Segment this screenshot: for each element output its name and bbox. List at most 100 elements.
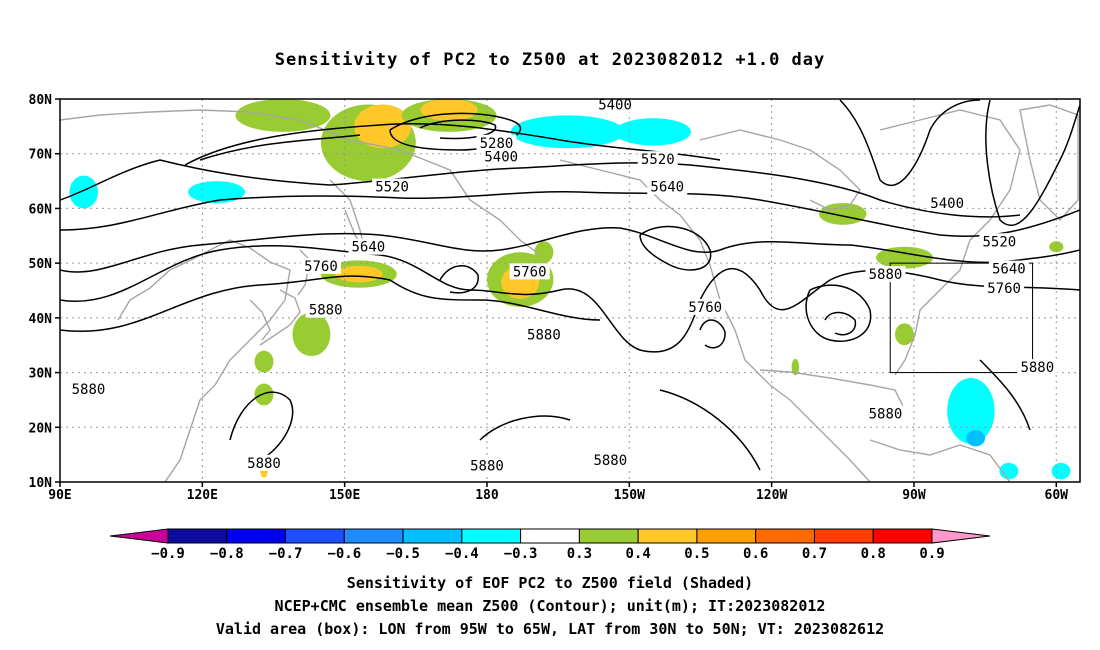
contour-label-bg (481, 148, 522, 165)
lat-tick-label: 20N (29, 421, 53, 436)
shading-patch (69, 175, 98, 209)
colorbar-over-triangle (931, 528, 991, 544)
contour-label: 5400 (598, 97, 632, 113)
lon-tick-label: 150E (329, 488, 360, 503)
colorbar-label: 0.6 (743, 546, 768, 562)
contour-label: 5640 (650, 180, 684, 196)
colorbar-label: −0.9 (151, 546, 185, 562)
contour-label-bg (590, 452, 631, 469)
shading-patch (791, 358, 800, 376)
contour-label-bg (927, 194, 968, 211)
colorbar-label: −0.3 (504, 546, 538, 562)
colorbar-label: −0.5 (386, 546, 420, 562)
contour-label: 5880 (309, 303, 343, 319)
contour-label-bg (523, 326, 564, 343)
contour-label-bg (372, 178, 413, 195)
longitude-tick-labels: 90E 120E 150E 180 150W 120W 90W 60W (48, 482, 1068, 503)
colorbar-label: 0.8 (861, 546, 886, 562)
contour-label: 5520 (375, 180, 409, 196)
shading-patch (188, 181, 246, 203)
colorbar: −0.9 −0.8 −0.7 −0.6 −0.5 −0.4 −0.3 0.3 0.4 0.5 0.6… (109, 528, 991, 562)
colorbar-label: 0.3 (567, 546, 592, 562)
contour-label: 5640 (352, 240, 386, 256)
contour-label-bg (305, 301, 346, 318)
shading-patch (335, 265, 383, 283)
lon-tick-label: 120W (756, 488, 787, 503)
z500-contours (60, 99, 1080, 471)
contour-label-bg (466, 457, 507, 474)
contour-label: 5400 (930, 196, 964, 212)
colorbar-label: 0.5 (684, 546, 709, 562)
contour-label: 5520 (641, 152, 675, 168)
colorbar-label: 0.9 (919, 546, 944, 562)
contour-label-bg (685, 298, 726, 315)
contour-label: 5400 (484, 149, 518, 165)
colorbar-label: −0.6 (327, 546, 361, 562)
contour-label: 5520 (982, 234, 1016, 250)
contour-label-bg (988, 260, 1029, 277)
contour-label-bg (244, 454, 284, 471)
lat-lon-grid (60, 99, 1080, 482)
latitude-tick-labels: 80N 70N 60N 50N 40N 30N 20N 10N (29, 93, 60, 491)
lon-tick-label: 180 (475, 488, 499, 503)
contour-label-bg (476, 134, 517, 151)
colorbar-segment (167, 528, 228, 544)
contour-label-bg (979, 233, 1020, 250)
caption-line-1: Sensitivity of EOF PC2 to Z500 field (Sh… (346, 574, 754, 592)
contour-label: 5880 (1020, 360, 1054, 376)
shading-patch (354, 104, 412, 149)
colorbar-label: −0.4 (445, 546, 479, 562)
plot-frame (59, 98, 1081, 483)
colorbar-label: −0.8 (210, 546, 244, 562)
colorbar-segment (813, 528, 874, 544)
colorbar-segment (226, 528, 287, 544)
colorbar-segment (461, 528, 522, 544)
shading-patch (1051, 462, 1071, 480)
contour-label: 5880 (470, 459, 504, 475)
lat-tick-label: 70N (29, 148, 53, 163)
contour-label-bg (865, 266, 906, 283)
contour-label-bg (595, 99, 636, 113)
contour-label: 5760 (304, 259, 338, 275)
caption-line-3: Valid area (box): LON from 95W to 65W, L… (215, 620, 885, 638)
shading-patch (534, 241, 554, 264)
contour-label: 5760 (513, 264, 547, 280)
shading-patch (1049, 241, 1064, 253)
contour-label: 5880 (72, 382, 106, 398)
colorbar-segment (872, 528, 933, 544)
contour-label-bg (865, 405, 906, 422)
contour-label-bg (68, 380, 109, 397)
colorbar-segment (578, 528, 639, 544)
shading-patch (235, 99, 331, 132)
shading-patch (510, 115, 625, 149)
colorbar-label: 0.7 (802, 546, 827, 562)
colorbar-under-triangle (109, 528, 169, 544)
colorbar-segment (343, 528, 404, 544)
contour-label: 5880 (869, 267, 903, 283)
colorbar-label: −0.7 (269, 546, 303, 562)
contour-label-bg (348, 238, 389, 255)
lat-tick-label: 40N (29, 312, 53, 327)
contour-label: 5760 (688, 300, 722, 316)
lat-tick-label: 80N (29, 93, 53, 108)
contour-label-bg (1017, 359, 1058, 376)
contour-label: 5880 (247, 456, 281, 472)
shading-patch (894, 323, 914, 346)
shading-patch (615, 118, 691, 146)
lon-tick-label: 90W (902, 488, 926, 503)
colorbar-segment (285, 528, 345, 544)
lat-tick-label: 50N (29, 257, 53, 272)
lon-tick-label: 120E (187, 488, 218, 503)
contour-label-bg (300, 257, 341, 274)
contour-label: 5640 (992, 262, 1026, 278)
shading-patch (292, 312, 331, 357)
colorbar-segment (696, 528, 757, 544)
shading-patch (254, 350, 274, 373)
lat-tick-label: 30N (29, 367, 53, 382)
shading-patch (819, 202, 867, 225)
contour-label: 5880 (869, 407, 903, 423)
chart-title: Sensitivity of PC2 to Z500 at 2023082012… (274, 50, 826, 70)
contour-label-bg (637, 151, 678, 168)
